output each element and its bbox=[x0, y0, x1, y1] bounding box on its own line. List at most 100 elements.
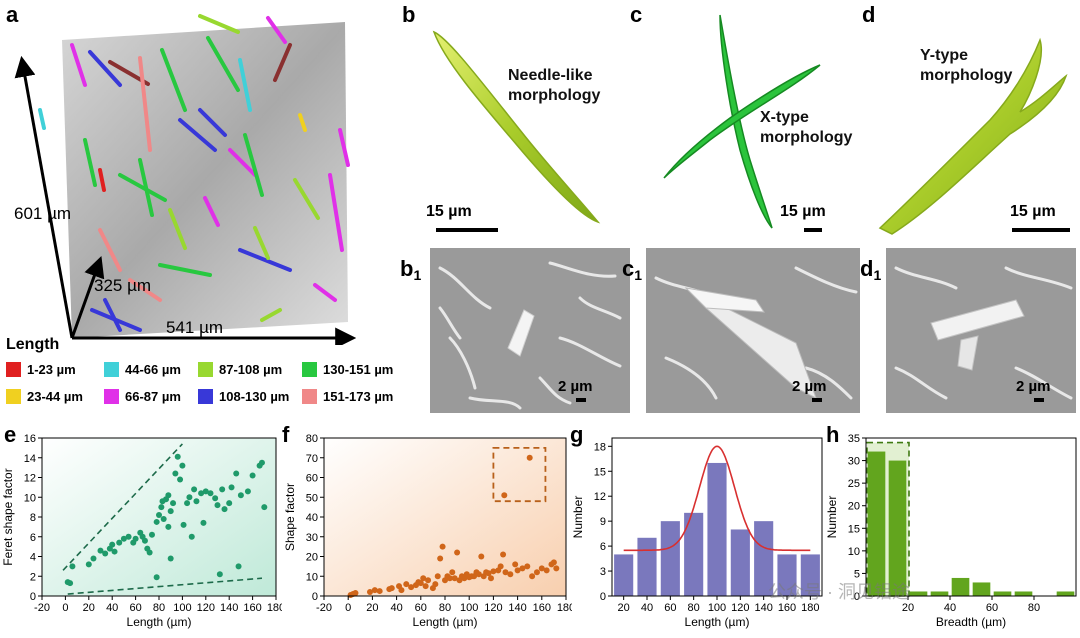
data-point bbox=[529, 573, 536, 580]
x-tick-label: 20 bbox=[83, 602, 95, 614]
data-point bbox=[202, 488, 209, 495]
data-point bbox=[449, 569, 456, 576]
data-point bbox=[180, 521, 187, 528]
axis-x-label: 541 µm bbox=[166, 318, 224, 337]
y-tick-label: 80 bbox=[306, 433, 318, 445]
x-tick-label: 140 bbox=[508, 602, 526, 614]
data-point bbox=[141, 537, 148, 544]
legend-item: 1-23 µm bbox=[6, 362, 76, 377]
x-tick-label: 80 bbox=[688, 602, 700, 614]
data-point bbox=[550, 559, 557, 566]
chart-h-breadth-histogram: 20 40 60 80 0 5 10 15 20 25 30 35 Breadth (µm) Number bbox=[826, 433, 1077, 629]
y-axis-label: Shape factor bbox=[283, 483, 297, 551]
legend-item: 66-87 µm bbox=[104, 389, 181, 404]
data-point bbox=[184, 500, 191, 507]
y-tick-label: 50 bbox=[306, 492, 318, 504]
x-tick-label: 180 bbox=[801, 602, 819, 614]
x-tick-label: 80 bbox=[1028, 602, 1040, 614]
sem-c1-texture bbox=[654, 266, 858, 400]
legend-swatch bbox=[104, 362, 119, 377]
data-point bbox=[261, 504, 268, 511]
data-point bbox=[212, 495, 219, 502]
histogram-bar bbox=[993, 591, 1012, 596]
y-tick-label: 35 bbox=[848, 433, 860, 445]
x-tick-label: 80 bbox=[153, 602, 165, 614]
histogram-bar bbox=[951, 577, 970, 596]
y-tick-label: 18 bbox=[594, 441, 606, 453]
sem-d1-scale-bar bbox=[1034, 398, 1044, 402]
panel-b-scale-text: 15 µm bbox=[426, 203, 472, 220]
data-point bbox=[67, 580, 74, 587]
data-point bbox=[258, 459, 265, 466]
data-point bbox=[186, 494, 193, 501]
panel-d-scale-text: 15 µm bbox=[1010, 203, 1056, 220]
y-axis-label: Number bbox=[571, 496, 585, 539]
data-point bbox=[153, 518, 160, 525]
data-point bbox=[502, 569, 509, 576]
legend-swatch bbox=[302, 362, 317, 377]
y-tick-label: 2 bbox=[30, 571, 36, 583]
data-point bbox=[446, 575, 453, 582]
x-tick-label: 100 bbox=[173, 602, 191, 614]
panel-d-label: d bbox=[862, 2, 876, 27]
x-type-morphology-text: X-type morphology bbox=[760, 109, 853, 146]
legend-item: 130-151 µm bbox=[302, 362, 393, 377]
y-tick-label: 60 bbox=[306, 473, 318, 485]
y-tick-label: 30 bbox=[848, 456, 860, 468]
data-point bbox=[437, 555, 444, 562]
legend-item: 44-66 µm bbox=[104, 362, 181, 377]
data-point bbox=[125, 533, 132, 540]
panel-b-scale-bar bbox=[436, 228, 498, 232]
data-point bbox=[69, 563, 76, 570]
histogram-bar bbox=[684, 512, 704, 596]
data-point bbox=[533, 569, 540, 576]
data-point bbox=[214, 502, 221, 509]
data-point bbox=[191, 486, 198, 493]
data-point bbox=[490, 568, 497, 575]
data-point bbox=[237, 492, 244, 499]
sem-d1-texture bbox=[894, 266, 1073, 400]
legend-swatch bbox=[6, 362, 21, 377]
histogram-bar bbox=[867, 451, 886, 596]
data-point bbox=[500, 551, 507, 558]
panel-a-3d-volume bbox=[14, 14, 357, 345]
data-point bbox=[553, 565, 560, 572]
chart-e-feret-shape-factor: -200204060801001201401601800246810121416… bbox=[1, 433, 282, 629]
y-tick-label: 3 bbox=[600, 566, 606, 578]
plot-frame bbox=[865, 437, 1077, 597]
y-tick-label: 10 bbox=[306, 571, 318, 583]
data-point bbox=[90, 555, 97, 562]
data-point bbox=[366, 589, 373, 596]
data-point bbox=[454, 549, 461, 556]
data-point bbox=[376, 588, 383, 595]
data-point bbox=[116, 539, 123, 546]
data-point bbox=[167, 555, 174, 562]
sem-d1-scale-text: 2 µm bbox=[1016, 378, 1051, 395]
data-point bbox=[420, 575, 427, 582]
x-axis-label: Length (µm) bbox=[685, 615, 750, 629]
plot-background bbox=[324, 438, 566, 596]
y-tick-label: 10 bbox=[24, 492, 36, 504]
histogram-bar bbox=[637, 537, 657, 596]
data-point bbox=[216, 571, 223, 578]
legend-label: 1-23 µm bbox=[27, 362, 76, 377]
data-point bbox=[188, 533, 195, 540]
x-tick-label: 100 bbox=[460, 602, 478, 614]
data-point bbox=[478, 553, 485, 560]
sem-b1-scale-bar bbox=[576, 398, 586, 402]
x-tick-label: 60 bbox=[415, 602, 427, 614]
panel-c-scale-text: 15 µm bbox=[780, 203, 826, 220]
y-tick-label: 5 bbox=[854, 568, 860, 580]
data-point bbox=[132, 535, 139, 542]
axis-z-label: 601 µm bbox=[14, 204, 72, 223]
y-tick-label: 0 bbox=[30, 591, 36, 603]
x-tick-label: 180 bbox=[267, 602, 282, 614]
x-axis-label: Breadth (µm) bbox=[936, 615, 1006, 629]
data-point bbox=[451, 575, 458, 582]
data-point bbox=[524, 563, 531, 570]
chart-f-shape-factor: -200204060801001201401601800102030405060… bbox=[283, 433, 572, 629]
data-point bbox=[485, 570, 492, 577]
y-tick-label: 4 bbox=[30, 552, 36, 564]
data-point bbox=[221, 506, 228, 513]
